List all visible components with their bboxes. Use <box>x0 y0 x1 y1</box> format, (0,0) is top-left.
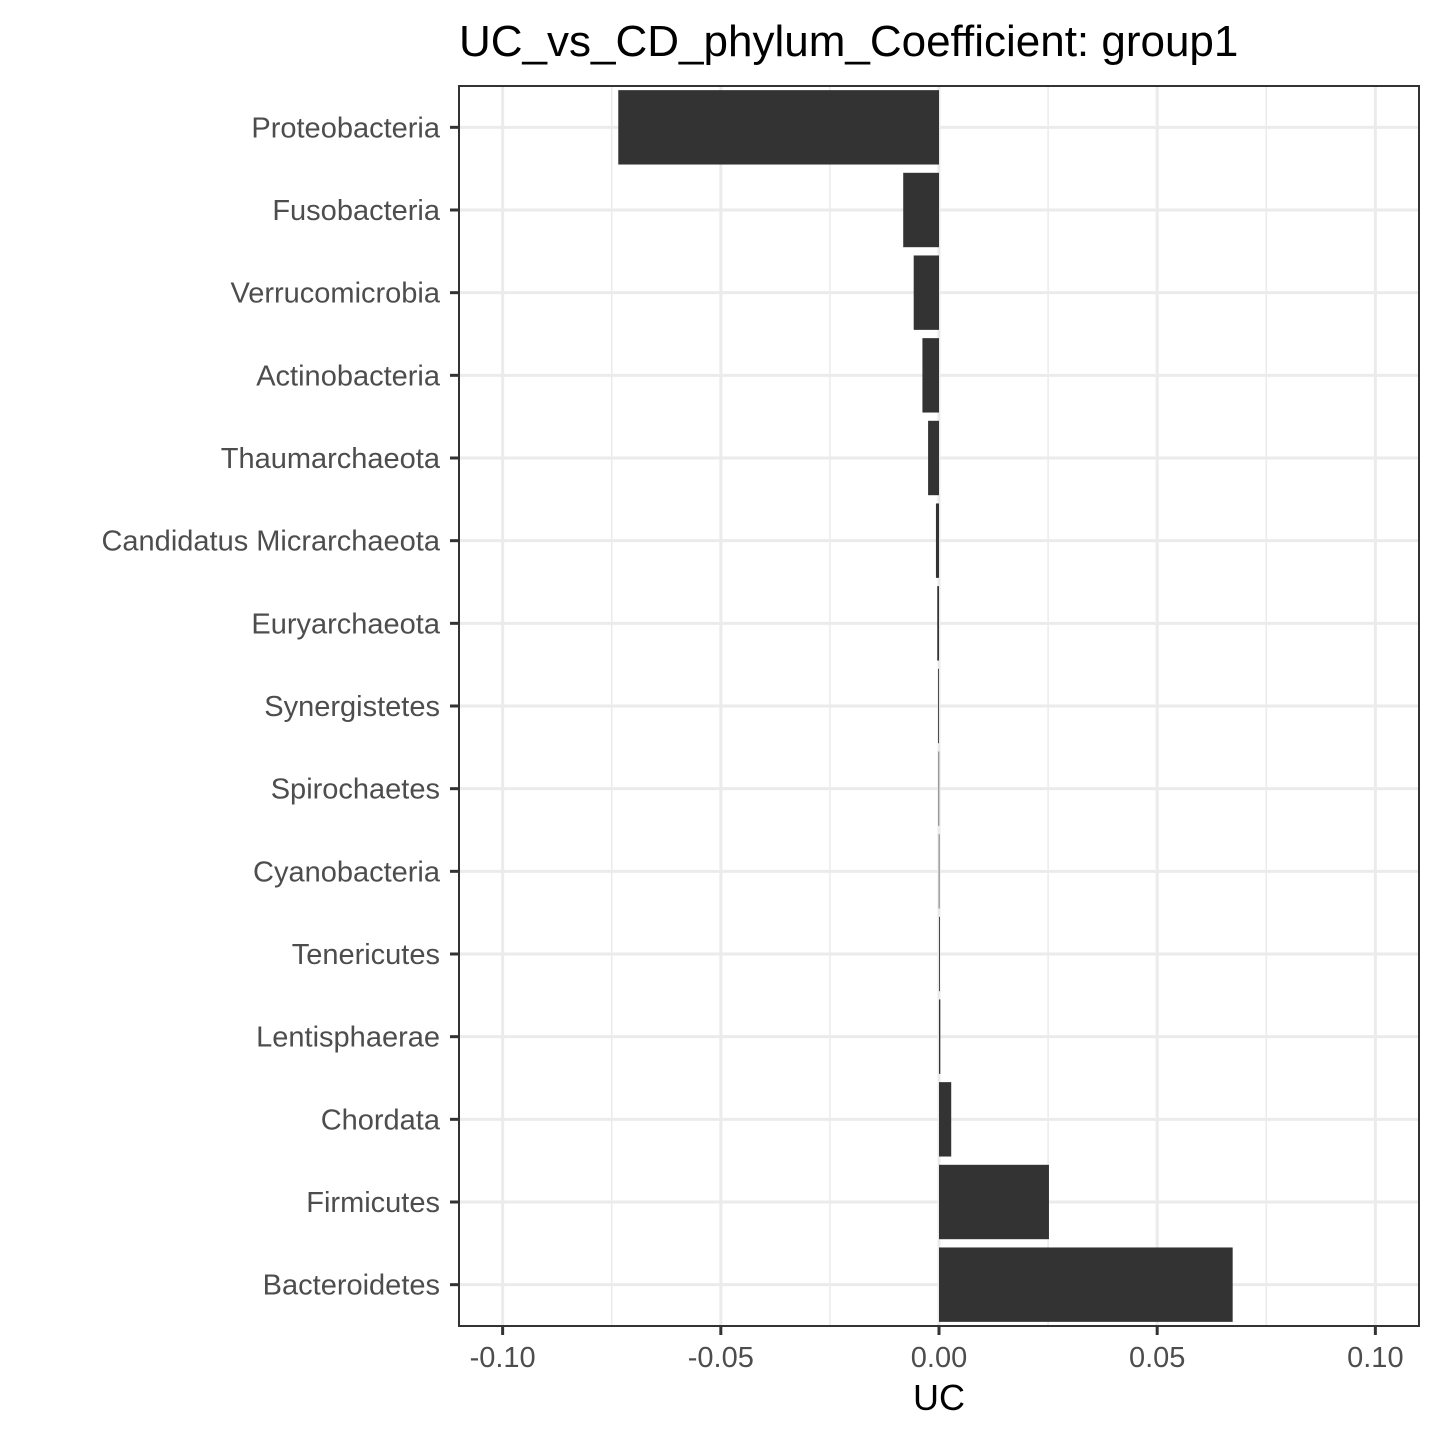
y-tick-label: Euryarchaeota <box>251 608 440 640</box>
bar-candidatus-micrarchaeota <box>935 503 939 578</box>
y-tick-label: Cyanobacteria <box>253 856 441 888</box>
x-axis-title: UC <box>913 1377 965 1418</box>
y-tick-label: Actinobacteria <box>256 360 441 392</box>
x-tick-label: -0.05 <box>688 1342 754 1374</box>
bar-euryarchaeota <box>937 586 939 661</box>
y-tick-label: Verrucomicrobia <box>230 278 440 310</box>
y-tick-label: Spirochaetes <box>271 774 440 806</box>
y-tick-label: Candidatus Micrarchaeota <box>101 526 440 558</box>
chart-title: UC_vs_CD_phylum_Coefficient: group1 <box>459 17 1238 66</box>
y-tick-label: Fusobacteria <box>272 195 441 227</box>
bar-cyanobacteria <box>938 834 940 909</box>
bar-synergistetes <box>938 668 939 744</box>
y-tick-label: Thaumarchaeota <box>221 443 441 475</box>
bar-verrucomicrobia <box>913 255 939 330</box>
y-tick-label: Tenericutes <box>292 939 440 971</box>
x-axis: -0.10 -0.05 0.00 0.05 0.10 <box>470 1326 1404 1374</box>
y-axis: Proteobacteria Fusobacteria Verrucomicrobi… <box>101 112 459 1302</box>
y-tick-label: Firmicutes <box>306 1187 440 1219</box>
bar-actinobacteria <box>922 338 939 413</box>
bar-spirochaetes <box>938 751 940 826</box>
bar-fusobacteria <box>903 172 939 248</box>
y-tick-label: Synergistetes <box>264 691 440 723</box>
x-tick-label: 0.10 <box>1347 1342 1403 1374</box>
bar-proteobacteria <box>618 90 939 165</box>
bar-lentisphaerae <box>939 999 941 1074</box>
x-tick-label: -0.10 <box>470 1342 536 1374</box>
x-tick-label: 0.00 <box>911 1342 967 1374</box>
bar-bacteroidetes <box>939 1247 1233 1322</box>
bar-thaumarchaeota <box>928 420 939 496</box>
bar-chordata <box>939 1082 952 1157</box>
y-tick-label: Bacteroidetes <box>263 1270 440 1302</box>
bars <box>618 90 1233 1322</box>
x-tick-label: 0.05 <box>1129 1342 1185 1374</box>
y-tick-label: Proteobacteria <box>251 112 440 144</box>
bar-firmicutes <box>939 1164 1049 1240</box>
y-tick-label: Lentisphaerae <box>256 1022 440 1054</box>
bar-tenericutes <box>939 916 940 992</box>
y-tick-label: Chordata <box>321 1104 441 1136</box>
